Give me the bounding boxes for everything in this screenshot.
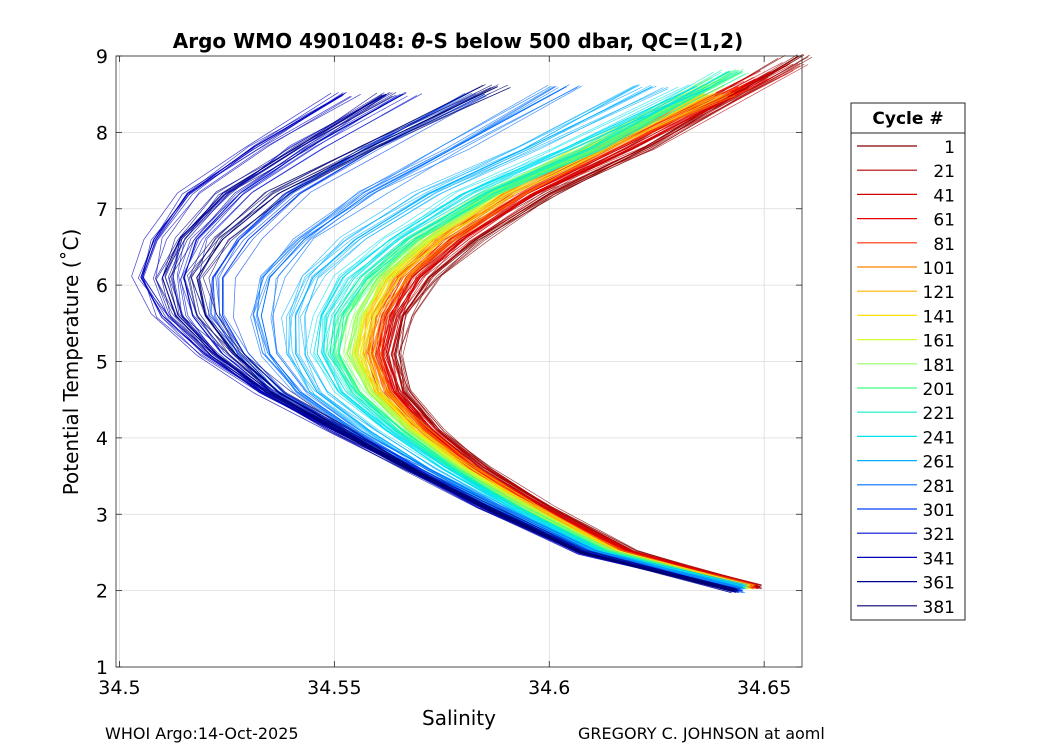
series-profile-line (321, 86, 744, 590)
legend-label-201: 201 (923, 380, 955, 400)
series-profile-line (388, 70, 774, 590)
legend-label-181: 181 (923, 356, 955, 376)
series-profile-line (253, 85, 742, 592)
legend-label-341: 341 (923, 549, 955, 569)
series-group-381 (183, 84, 739, 592)
series-profile-line (271, 85, 746, 593)
series-profile-line (400, 56, 809, 590)
series-group-241 (304, 84, 747, 590)
series-line-221 (329, 70, 743, 588)
legend-label-221: 221 (923, 404, 955, 424)
series-profile-line (197, 86, 735, 590)
series-profile-line (304, 86, 741, 588)
legend-label-301: 301 (923, 501, 955, 521)
legend-label-81: 81 (933, 235, 955, 255)
legend: Cycle # 12141618110112114116118120122124… (850, 102, 966, 621)
y-tick-label: 4 (96, 428, 108, 450)
y-tick-label: 5 (96, 352, 108, 374)
y-tick-label: 8 (96, 122, 108, 144)
y-tick-label: 2 (96, 581, 108, 603)
title-prefix: Argo WMO 4901048: (173, 29, 412, 53)
series-profile-line (356, 84, 748, 588)
legend-label-161: 161 (923, 332, 955, 352)
legend-label-321: 321 (923, 525, 955, 545)
footer-author: GREGORY C. JOHNSON at aoml (578, 724, 825, 743)
legend-label-61: 61 (933, 211, 955, 231)
series-profile-line (189, 84, 733, 591)
legend-label-1: 1 (944, 138, 955, 158)
y-tick-label: 9 (96, 46, 108, 68)
legend-title: Cycle # (872, 109, 943, 129)
legend-items: 1214161811011211411611812012212412612813… (857, 138, 955, 618)
series-profile-line (141, 94, 735, 592)
x-tick-label: 34.55 (307, 677, 361, 699)
y-axis-label: Potential Temperature (˚C) (59, 229, 83, 496)
legend-label-121: 121 (923, 283, 955, 303)
series-profile-line (364, 85, 751, 586)
series-profile-line (208, 87, 739, 591)
legend-label-21: 21 (933, 162, 955, 182)
legend-label-281: 281 (923, 477, 955, 497)
series-profile-line (272, 85, 746, 589)
x-tick-label: 34.5 (98, 677, 140, 699)
footer-source: WHOI Argo:14-Oct-2025 (105, 724, 299, 743)
series-profile-line (233, 92, 741, 591)
y-tick-label: 6 (96, 275, 108, 297)
series-profile-line (322, 88, 745, 587)
series-profile-line (294, 84, 742, 589)
series-layer (131, 53, 813, 594)
series-profile-line (391, 63, 805, 589)
series-profile-line (161, 92, 732, 591)
title-suffix: -S below 500 dbar, QC=(1,2) (425, 29, 743, 53)
legend-label-241: 241 (923, 428, 955, 448)
title-theta: θ (411, 29, 425, 53)
chart-title: Argo WMO 4901048: θ-S below 500 dbar, QC… (173, 29, 743, 53)
series-profile-line (369, 95, 752, 590)
legend-box (850, 102, 966, 621)
legend-label-381: 381 (923, 598, 955, 618)
series-profile-line (333, 70, 745, 587)
y-tick-label: 3 (96, 504, 108, 526)
x-axis-label: Salinity (422, 706, 496, 730)
series-line-241 (316, 86, 743, 588)
y-tick-label: 1 (96, 657, 108, 679)
x-tick-label: 34.65 (737, 677, 791, 699)
x-tick-label: 34.6 (528, 677, 570, 699)
series-line-381 (196, 86, 735, 592)
legend-label-141: 141 (923, 307, 955, 327)
series-profile-line (298, 85, 745, 589)
series-group-221 (323, 69, 746, 590)
axis-ticks: 34.5 34.55 34.6 34.65 1 2 3 4 5 6 7 8 9 (96, 46, 802, 699)
legend-label-41: 41 (933, 186, 955, 206)
legend-label-101: 101 (923, 259, 955, 279)
legend-label-261: 261 (923, 453, 955, 473)
y-tick-label: 7 (96, 199, 108, 221)
series-profile-line (190, 87, 734, 591)
series-profile-line (172, 95, 737, 593)
legend-label-361: 361 (923, 574, 955, 594)
